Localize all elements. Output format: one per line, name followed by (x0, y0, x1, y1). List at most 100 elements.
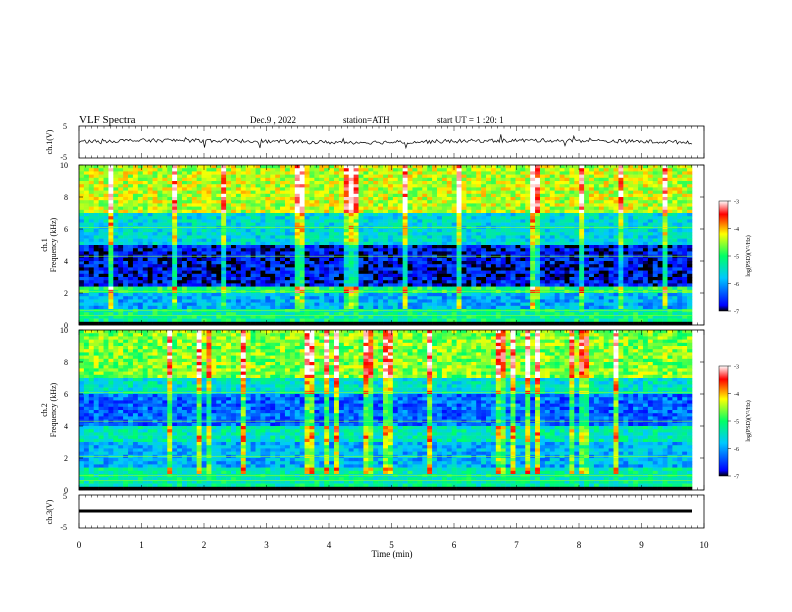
spectrogram-cell (235, 193, 242, 198)
spectrogram-cell (432, 209, 438, 214)
spectrogram-cell (294, 261, 300, 265)
spectrogram-cell (265, 321, 271, 326)
spectrogram-cell (147, 200, 153, 204)
spectrogram-cell (128, 165, 134, 169)
spectrogram-cell (329, 222, 335, 227)
spectrogram-cell (123, 235, 129, 239)
spectrogram-cell (427, 261, 433, 265)
spectrogram-cell (549, 165, 555, 169)
spectrogram-cell (147, 257, 153, 262)
spectrogram-cell (427, 216, 433, 220)
spectrogram-cell (383, 219, 389, 223)
spectrogram-cell (495, 232, 502, 236)
spectrogram-cell (383, 193, 389, 198)
spectrogram-cell (481, 251, 487, 255)
spectrogram-cell (358, 193, 364, 198)
spectrogram-cell (422, 267, 428, 271)
spectrogram-cell (304, 264, 310, 268)
spectrogram-cell (412, 187, 418, 191)
spectrogram-cell (137, 235, 144, 239)
spectrogram-cell (373, 241, 379, 246)
spectrogram-cell (206, 267, 212, 271)
spectrogram-cell (98, 190, 104, 195)
spectrogram-cell (147, 209, 153, 214)
spectrogram-cell (98, 315, 104, 319)
spectrogram-cell (436, 213, 443, 217)
spectrogram-cell (177, 213, 183, 217)
spectrogram-cell (358, 261, 364, 265)
spectrogram-cell (383, 181, 389, 185)
spectrogram-cell (172, 235, 178, 239)
spectrogram-cell (564, 277, 570, 281)
spectrogram-cell (128, 177, 134, 182)
spectrogram-cell (495, 277, 502, 281)
spectrogram-cell (172, 273, 178, 278)
spectrogram-cell (412, 213, 418, 217)
spectrogram-cell (530, 171, 536, 175)
spectrogram-cell (495, 283, 502, 287)
spectrogram-cell (392, 321, 399, 326)
spectrogram-cell (196, 177, 202, 182)
spectrogram-cell (368, 302, 374, 307)
spectrogram-cell (427, 305, 433, 310)
spectrogram-cell (436, 206, 443, 211)
spectrogram-cell (186, 193, 193, 198)
spectrogram-cell (280, 219, 286, 223)
spectrogram-cell (128, 187, 134, 191)
spectrogram-cell (549, 245, 555, 249)
spectrogram-cell (486, 219, 492, 223)
spectrogram-cell (319, 193, 325, 198)
spectrogram-cell (490, 216, 497, 220)
spectrogram-cell (226, 229, 232, 233)
spectrogram-cell (368, 232, 374, 236)
spectrogram-cell (417, 216, 423, 220)
spectrogram-cell (530, 190, 536, 195)
spectrogram-cell (402, 257, 408, 262)
spectrogram-cell (142, 174, 148, 179)
spectrogram-cell (260, 190, 266, 195)
spectrogram-cell (177, 280, 183, 284)
spectrogram-cell (348, 190, 354, 195)
spectrogram-cell (108, 299, 114, 303)
spectrogram-cell (177, 190, 183, 195)
spectrogram-cell (427, 248, 433, 252)
spectrogram-cell (147, 273, 153, 278)
spectrogram-cell (471, 168, 477, 172)
spectrogram-cell (549, 277, 555, 281)
spectrogram-cell (280, 318, 286, 323)
spectrogram-cell (108, 168, 114, 172)
spectrogram-cell (123, 171, 129, 175)
spectrogram-cell (162, 206, 168, 211)
spectrogram-cell (564, 216, 570, 220)
spectrogram-cell (343, 203, 350, 207)
spectrogram-cell (255, 251, 261, 255)
spectrogram-cell (186, 222, 193, 227)
spectrogram-cell (530, 318, 536, 323)
spectrogram-cell (221, 277, 227, 281)
spectrogram-cell (172, 318, 178, 323)
spectrogram-cell (402, 315, 408, 319)
spectrogram-cell (245, 315, 251, 319)
spectrogram-cell (314, 270, 320, 275)
spectrogram-cell (265, 193, 271, 198)
spectrogram-cell (515, 251, 521, 255)
spectrogram-cell (520, 318, 526, 323)
spectrogram-cell (515, 171, 521, 175)
spectrogram-cell (378, 286, 384, 291)
spectrogram-cell (500, 293, 506, 297)
spectrogram-cell (446, 248, 452, 252)
spectrogram-cell (147, 251, 153, 255)
spectrogram-cell (177, 257, 183, 262)
spectrogram-cell (412, 267, 418, 271)
spectrogram-cell (402, 296, 408, 300)
spectrogram-cell (500, 187, 506, 191)
spectrogram-cell (329, 197, 335, 201)
spectrogram-cell (181, 193, 188, 198)
spectrogram-cell (280, 174, 286, 179)
spectrogram-cell (260, 302, 266, 307)
spectrogram-cell (446, 213, 452, 217)
spectrogram-cell (118, 302, 124, 307)
spectrogram-cell (397, 264, 403, 268)
spectrogram-cell (456, 200, 462, 204)
spectrogram-cell (137, 213, 144, 217)
